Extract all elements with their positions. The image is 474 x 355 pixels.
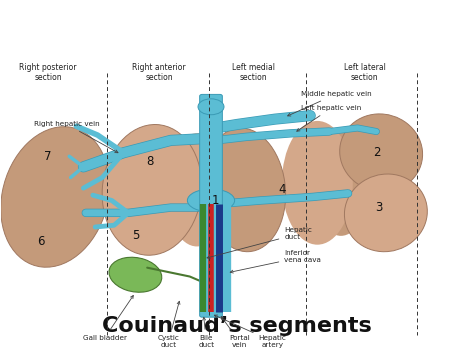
Ellipse shape bbox=[282, 121, 353, 245]
Text: Left medial
section: Left medial section bbox=[232, 62, 275, 82]
Text: Gall bladder: Gall bladder bbox=[82, 295, 133, 341]
Ellipse shape bbox=[313, 130, 369, 236]
Text: Right hepatic vein: Right hepatic vein bbox=[34, 121, 118, 153]
Text: Hepatic
duct: Hepatic duct bbox=[207, 228, 312, 258]
Text: Couinaud’s segments: Couinaud’s segments bbox=[102, 316, 372, 336]
Ellipse shape bbox=[345, 174, 428, 252]
Text: Hepatic
artery: Hepatic artery bbox=[214, 315, 286, 348]
Text: Left hepatic vein: Left hepatic vein bbox=[297, 105, 361, 131]
Text: 3: 3 bbox=[375, 201, 383, 214]
Text: Bile
duct: Bile duct bbox=[198, 317, 214, 348]
Ellipse shape bbox=[202, 128, 286, 252]
Ellipse shape bbox=[198, 99, 224, 115]
Ellipse shape bbox=[109, 257, 162, 292]
Text: 2: 2 bbox=[373, 146, 380, 159]
Ellipse shape bbox=[1, 127, 109, 267]
Text: Middle hepatic vein: Middle hepatic vein bbox=[288, 91, 372, 116]
Text: Right anterior
section: Right anterior section bbox=[132, 62, 186, 82]
FancyBboxPatch shape bbox=[200, 94, 222, 317]
Text: Left lateral
section: Left lateral section bbox=[344, 62, 385, 82]
Ellipse shape bbox=[102, 125, 202, 255]
Text: Right posterior
section: Right posterior section bbox=[19, 62, 77, 82]
Text: 6: 6 bbox=[37, 235, 45, 248]
Text: 8: 8 bbox=[146, 155, 153, 168]
Text: Portal
vein: Portal vein bbox=[221, 317, 250, 348]
Text: Cystic
duct: Cystic duct bbox=[157, 301, 180, 348]
Text: 4: 4 bbox=[278, 184, 286, 196]
Text: 7: 7 bbox=[44, 150, 52, 163]
Text: Inferior
vena cava: Inferior vena cava bbox=[230, 250, 321, 273]
Ellipse shape bbox=[187, 189, 235, 212]
Ellipse shape bbox=[166, 133, 228, 246]
Text: 1: 1 bbox=[212, 194, 219, 207]
Ellipse shape bbox=[340, 114, 423, 192]
Text: 5: 5 bbox=[132, 229, 139, 242]
